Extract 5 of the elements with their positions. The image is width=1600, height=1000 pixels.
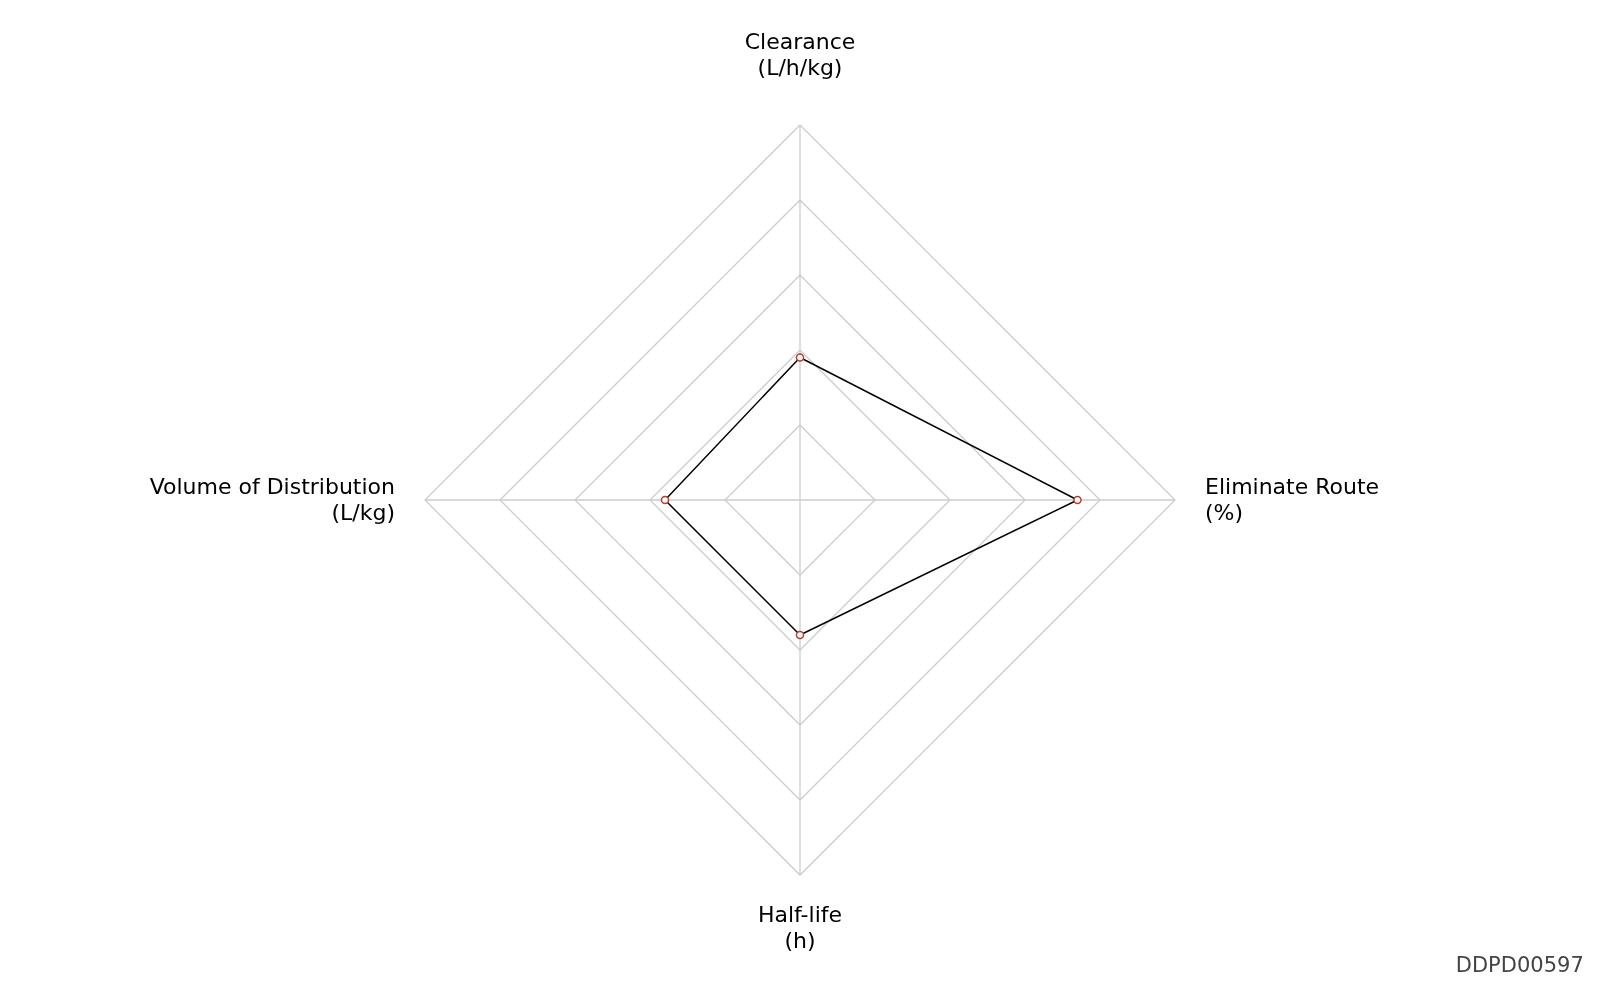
text: DDPD00597 xyxy=(1455,953,1584,978)
spoke-label: Half-life (h) xyxy=(757,902,843,953)
spoke-label: Clearance (L/h/kg) xyxy=(744,28,856,80)
spoke-label: Eliminate Route (%) xyxy=(1205,474,1380,525)
spoke-label: Volume of Distribution (L/kg) xyxy=(149,474,395,525)
